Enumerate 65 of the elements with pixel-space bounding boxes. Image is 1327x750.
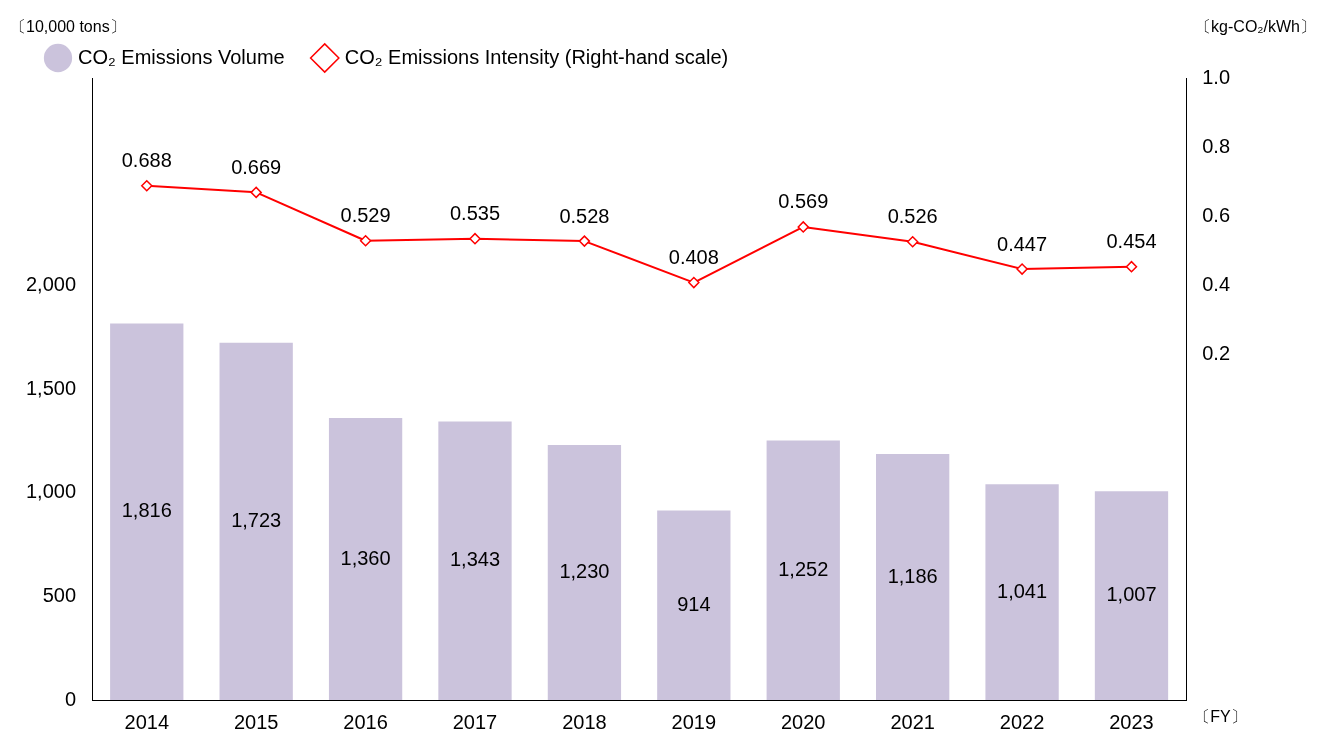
- y-tick-label: 0: [64, 687, 77, 710]
- y-tick-label: 500: [42, 583, 77, 606]
- data-label: 0.454: [1106, 230, 1157, 253]
- data-label: 1,252: [778, 557, 829, 580]
- x-tick-label: 2022: [999, 710, 1045, 733]
- data-label: 1,230: [559, 560, 610, 583]
- x-tick-label: 2020: [781, 710, 826, 733]
- bar: [219, 342, 293, 700]
- point: [578, 235, 591, 247]
- y2-axis-title: 〔kg-CO₂/kWh〕: [1195, 18, 1316, 36]
- point: [797, 221, 809, 233]
- x-tick-label: 2019: [671, 710, 717, 733]
- bar: [547, 444, 622, 700]
- y-tick-label: 1,000: [25, 480, 77, 503]
- y2-tick-label: 1.0: [1202, 65, 1231, 88]
- point: [1016, 263, 1028, 275]
- y2-tick-label: 0.4: [1202, 272, 1231, 295]
- y-axis-title: 〔10,000 tons〕: [10, 18, 126, 36]
- y-tick-label: 1,500: [25, 376, 77, 399]
- y2-tick-label: 0.6: [1202, 203, 1231, 226]
- data-label: 0.569: [778, 190, 829, 213]
- point: [141, 180, 153, 192]
- bar: [657, 510, 731, 700]
- data-label: 0.526: [887, 205, 938, 228]
- bar: [1094, 491, 1169, 700]
- y2-tick-label: 0.8: [1202, 134, 1231, 157]
- x-tick-label: 2014: [124, 710, 170, 733]
- legend-label: CO₂ Emissions Volume: [78, 45, 285, 68]
- data-label: 0.535: [449, 202, 501, 225]
- bar: [766, 440, 840, 700]
- point: [906, 236, 919, 248]
- x-tick-label: 2018: [562, 710, 607, 733]
- bar: [110, 323, 184, 700]
- data-label: 0.408: [668, 246, 719, 269]
- data-label: 0.529: [340, 204, 391, 227]
- x-tick-label: 2017: [452, 710, 498, 733]
- y-tick-label: 2,000: [25, 272, 77, 295]
- point: [688, 276, 700, 289]
- data-label: 914: [677, 592, 711, 615]
- data-label: 0.528: [559, 204, 610, 227]
- data-label: 1,186: [887, 564, 938, 587]
- data-label: 1,343: [449, 548, 501, 571]
- bar: [876, 454, 950, 700]
- data-label: 1,816: [121, 499, 172, 522]
- bar: [328, 418, 403, 700]
- x-tick-label: 2015: [233, 710, 279, 733]
- point: [250, 186, 262, 199]
- data-label: 1,007: [1106, 583, 1157, 606]
- data-label: 1,360: [340, 546, 391, 569]
- x-axis-title: 〔FY〕: [1194, 708, 1247, 726]
- point: [359, 235, 372, 247]
- bar: [438, 421, 512, 700]
- point: [469, 232, 481, 245]
- data-label: 0.447: [997, 232, 1048, 255]
- x-tick-label: 2016: [343, 710, 388, 733]
- data-label: 0.669: [231, 155, 282, 178]
- x-tick-label: 2021: [890, 710, 935, 733]
- point: [1125, 260, 1138, 273]
- bar: [985, 484, 1059, 700]
- y2-tick-label: 0.2: [1202, 341, 1231, 364]
- x-tick-label: 2023: [1109, 710, 1154, 733]
- data-label: 1,041: [997, 579, 1048, 602]
- legend-label: CO₂ Emissions Intensity (Right-hand scale): [344, 45, 729, 68]
- data-label: 0.688: [121, 149, 172, 172]
- data-label: 1,723: [231, 508, 282, 531]
